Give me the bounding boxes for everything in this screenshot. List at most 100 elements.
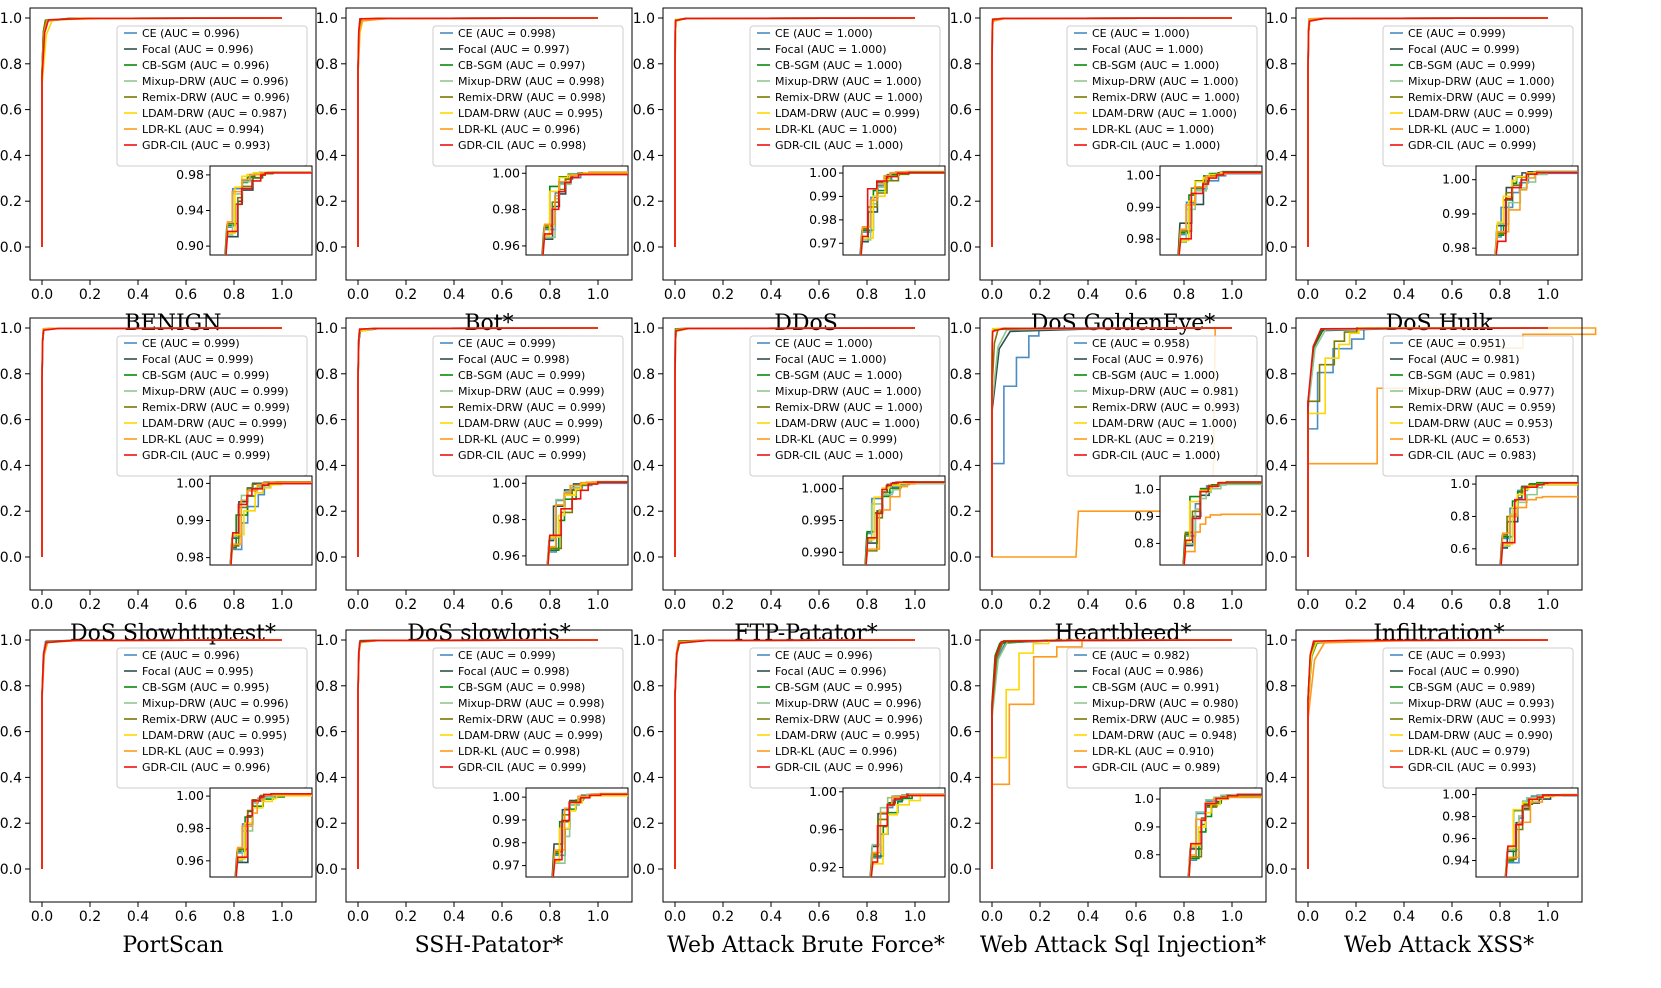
inset-curve xyxy=(1500,482,1578,565)
legend-entry: Focal (AUC = 0.986) xyxy=(1092,665,1204,678)
inset-curve xyxy=(235,793,312,877)
x-tick-label: 0.8 xyxy=(539,287,561,303)
axes-frame xyxy=(662,317,950,591)
y-tick-label: 1.0 xyxy=(950,321,972,337)
subplot-title: Heartbleed* xyxy=(1055,621,1192,646)
y-tick-label: 0.8 xyxy=(633,679,655,695)
subplot: 0.0 0.2 0.4 0.6 0.8 1.0 0.0 0.2 0.4 0.6 0.8 1.0 DoS … xyxy=(1266,7,1583,336)
x-tick-label: 0.6 xyxy=(491,287,513,303)
inset-tick-label: 0.96 xyxy=(492,238,520,253)
legend-entry: Focal (AUC = 0.981) xyxy=(1408,353,1520,366)
inset-plot xyxy=(224,171,312,255)
y-tick-label: 0.2 xyxy=(0,504,22,520)
x-tick-label: 0.0 xyxy=(1297,287,1319,303)
y-tick-label: 0.4 xyxy=(950,458,972,474)
inset-tick-label: 1.00 xyxy=(492,789,520,804)
subplot: 0.0 0.2 0.4 0.6 0.8 1.0 0.0 0.2 0.4 0.6 0.8 1.0 Port… xyxy=(0,629,317,958)
roc-curve xyxy=(991,17,1233,247)
inset-tick-label: 1.00 xyxy=(176,475,204,490)
x-tick-label: 0.4 xyxy=(1393,909,1415,925)
legend-entry: Mixup-DRW (AUC = 0.996) xyxy=(775,697,922,710)
y-tick-label: 0.4 xyxy=(633,770,655,786)
inset-tick-label: 0.6 xyxy=(1450,541,1470,556)
legend-entry: CB-SGM (AUC = 0.997) xyxy=(458,59,585,72)
y-tick-label: 0.6 xyxy=(633,725,655,741)
inset-frame xyxy=(1475,475,1579,566)
x-tick-label: 1.0 xyxy=(904,287,926,303)
legend-entry: Focal (AUC = 0.996) xyxy=(775,665,887,678)
axes-frame xyxy=(29,7,317,281)
legend-entry: CB-SGM (AUC = 0.999) xyxy=(1408,59,1535,72)
y-tick-label: 0.4 xyxy=(1266,148,1288,164)
x-tick-label: 0.8 xyxy=(223,597,245,613)
x-tick-label: 0.4 xyxy=(443,597,465,613)
inset-tick-label: 0.995 xyxy=(801,513,837,528)
x-tick-label: 0.0 xyxy=(664,287,686,303)
roc-curve xyxy=(41,17,283,247)
legend-entry: Remix-DRW (AUC = 1.000) xyxy=(775,91,923,104)
legend-entry: CB-SGM (AUC = 1.000) xyxy=(1092,369,1219,382)
legend-entry: CE (AUC = 0.999) xyxy=(458,337,556,350)
legend-entry: CE (AUC = 0.999) xyxy=(1408,27,1506,40)
inset-tick-label: 0.99 xyxy=(176,513,204,528)
subplot: 0.00.20.40.60.81.00.0 0.2 0.4 0.6 0.8 1.0Web … xyxy=(1266,629,1583,958)
x-tick-label: 0.8 xyxy=(539,597,561,613)
legend-entry: Focal (AUC = 0.996) xyxy=(142,43,254,56)
legend-entry: Focal (AUC = 1.000) xyxy=(775,353,887,366)
axes-frame xyxy=(345,317,633,591)
x-tick-label: 0.6 xyxy=(808,597,830,613)
x-tick-label: 0.4 xyxy=(127,597,149,613)
legend-entry: LDAM-DRW (AUC = 0.999) xyxy=(1408,107,1553,120)
legend-entry: LDR-KL (AUC = 0.979) xyxy=(1408,745,1530,758)
y-tick-label: 0.4 xyxy=(633,148,655,164)
x-tick-label: 0.4 xyxy=(127,909,149,925)
legend-entry: LDR-KL (AUC = 1.000) xyxy=(1408,123,1530,136)
legend-entry: LDR-KL (AUC = 0.999) xyxy=(458,433,580,446)
legend-entry: Remix-DRW (AUC = 0.996) xyxy=(142,91,290,104)
inset-tick-label: 0.98 xyxy=(1126,231,1154,246)
subplot-title: Infiltration* xyxy=(1373,621,1504,646)
legend-entry: Focal (AUC = 0.995) xyxy=(142,665,254,678)
roc-curve xyxy=(991,639,1232,869)
x-tick-label: 0.8 xyxy=(1489,597,1511,613)
y-tick-label: 0.2 xyxy=(950,504,972,520)
y-tick-label: 0.4 xyxy=(0,770,22,786)
y-tick-label: 0.0 xyxy=(316,550,338,566)
legend-entry: CE (AUC = 0.999) xyxy=(458,649,556,662)
inset-curve xyxy=(542,173,628,255)
y-tick-label: 0.6 xyxy=(0,725,22,741)
legend-entry: Focal (AUC = 0.976) xyxy=(1092,353,1204,366)
x-tick-label: 0.0 xyxy=(981,287,1003,303)
subplot: 0.0 0.2 0.4 0.6 0.8 1.0 0.0 0.2 0.4 0.6 0.8 1.0 FTP-… xyxy=(633,317,950,646)
y-tick-label: 0.8 xyxy=(633,367,655,383)
roc-curve xyxy=(357,327,599,557)
inset-curve xyxy=(1178,172,1262,255)
x-tick-label: 1.0 xyxy=(904,597,926,613)
axes-frame xyxy=(1295,629,1583,903)
legend-entry: Mixup-DRW (AUC = 1.000) xyxy=(775,75,922,88)
legend-entry: GDR-CIL (AUC = 0.999) xyxy=(142,449,270,462)
legend-entry: CE (AUC = 0.958) xyxy=(1092,337,1190,350)
legend-entry: CB-SGM (AUC = 0.996) xyxy=(142,59,269,72)
inset-frame xyxy=(525,165,629,256)
subplot-title: DDoS xyxy=(774,311,838,336)
y-tick-label: 0.8 xyxy=(1266,367,1288,383)
inset-plot xyxy=(551,792,628,877)
x-tick-label: 0.8 xyxy=(223,909,245,925)
inset-tick-label: 1.0 xyxy=(1134,791,1154,806)
legend-entry: LDR-KL (AUC = 0.994) xyxy=(142,123,264,136)
inset-curve xyxy=(860,171,945,255)
axes-frame xyxy=(29,629,317,903)
x-tick-label: 0.2 xyxy=(395,287,417,303)
legend-entry: Focal (AUC = 1.000) xyxy=(775,43,887,56)
legend-entry: LDR-KL (AUC = 0.653) xyxy=(1408,433,1530,446)
y-tick-label: 0.4 xyxy=(950,148,972,164)
y-tick-label: 0.6 xyxy=(1266,103,1288,119)
y-tick-label: 0.8 xyxy=(0,57,22,73)
x-tick-label: 0.2 xyxy=(712,287,734,303)
legend-entry: LDAM-DRW (AUC = 0.995) xyxy=(142,729,287,742)
inset-tick-label: 0.8 xyxy=(1134,535,1154,550)
y-tick-label: 0.0 xyxy=(1266,240,1288,256)
x-tick-label: 1.0 xyxy=(271,909,293,925)
legend-entry: LDR-KL (AUC = 0.219) xyxy=(1092,433,1214,446)
